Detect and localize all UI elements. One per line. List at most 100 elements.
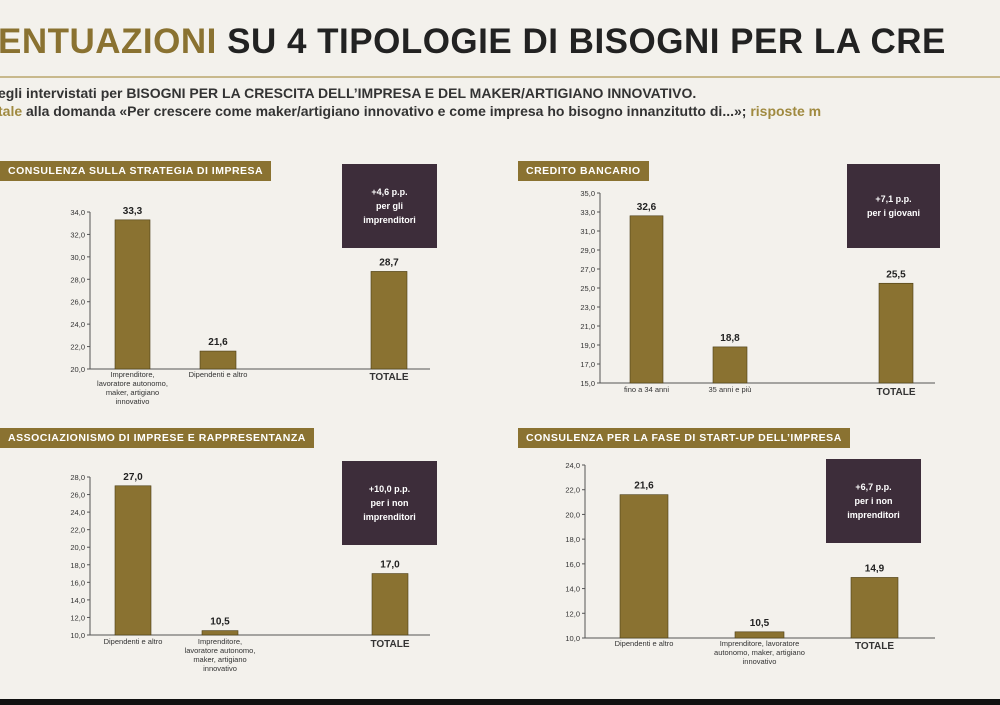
- y-tick-label: 20,0: [565, 510, 580, 519]
- y-tick-label: 28,0: [70, 473, 85, 482]
- category-label: Imprenditore,: [110, 370, 154, 379]
- category-label: innovativo: [743, 657, 777, 666]
- bar: [629, 215, 664, 384]
- y-tick-label: 26,0: [70, 298, 85, 307]
- category-label: Dipendenti e altro: [615, 639, 674, 648]
- y-tick-label: 19,0: [580, 341, 595, 350]
- y-tick-label: 15,0: [580, 379, 595, 388]
- y-tick-label: 22,0: [70, 526, 85, 535]
- panel-title-startup: CONSULENZA PER LA FASE DI START-UP DELL’…: [518, 428, 850, 448]
- category-label: 35 anni e più: [709, 385, 752, 394]
- bar: [850, 577, 899, 639]
- subtitle-highlight: tale: [0, 103, 23, 119]
- data-label: 10,5: [210, 617, 230, 628]
- category-label: maker, artigiano: [193, 655, 246, 664]
- y-tick-label: 34,0: [70, 208, 85, 217]
- subtitle-line-2: tale alla domanda «Per crescere come mak…: [0, 103, 821, 119]
- y-tick-label: 17,0: [580, 360, 595, 369]
- y-tick-label: 21,0: [580, 322, 595, 331]
- y-tick-label: 24,0: [70, 320, 85, 329]
- data-label: 21,6: [634, 481, 654, 492]
- data-label: 32,6: [637, 202, 657, 213]
- y-tick-label: 22,0: [70, 343, 85, 352]
- data-label: 10,5: [750, 618, 770, 629]
- data-label: 33,3: [123, 206, 143, 217]
- page-title-main: SU 4 TIPOLOGIE DI BISOGNI PER LA CRE: [216, 22, 946, 61]
- y-tick-label: 23,0: [580, 303, 595, 312]
- y-tick-label: 27,0: [580, 265, 595, 274]
- category-label: innovativo: [116, 397, 150, 406]
- category-label: Dipendenti e altro: [189, 370, 248, 379]
- badge-line: per i non: [854, 496, 893, 506]
- y-tick-label: 16,0: [70, 578, 85, 587]
- bar: [371, 573, 409, 636]
- badge-line: imprenditori: [363, 512, 416, 522]
- y-tick-label: 28,0: [70, 275, 85, 284]
- category-label: TOTALE: [876, 387, 915, 398]
- delta-badge-associazionismo: +10,0 p.p. per i non imprenditori: [342, 461, 437, 545]
- category-label: lavoratore autonomo,: [97, 379, 168, 388]
- delta-badge-strategia: +4,6 p.p. per gli imprenditori: [342, 164, 437, 248]
- badge-line: per i giovani: [866, 208, 920, 218]
- data-label: 27,0: [123, 472, 143, 483]
- category-label: TOTALE: [370, 639, 409, 650]
- y-tick-label: 24,0: [70, 508, 85, 517]
- category-label: Dipendenti e altro: [104, 637, 163, 646]
- data-label: 17,0: [380, 560, 400, 571]
- category-label: innovativo: [203, 664, 237, 673]
- category-label: Imprenditore, lavoratore: [720, 639, 800, 648]
- y-tick-label: 35,0: [580, 189, 595, 198]
- y-tick-label: 10,0: [565, 634, 580, 643]
- y-tick-label: 25,0: [580, 284, 595, 293]
- bar: [199, 350, 237, 370]
- panel-title-associazionismo: ASSOCIAZIONISMO DI IMPRESE E RAPPRESENTA…: [0, 428, 314, 448]
- category-label: fino a 34 anni: [624, 385, 669, 394]
- data-label: 18,8: [720, 333, 740, 344]
- panel-title-credito: CREDITO BANCARIO: [518, 161, 649, 181]
- data-label: 14,9: [865, 563, 885, 574]
- y-tick-label: 10,0: [70, 631, 85, 640]
- y-tick-label: 29,0: [580, 246, 595, 255]
- y-tick-label: 26,0: [70, 491, 85, 500]
- badge-line: +7,1 p.p.: [875, 194, 912, 204]
- y-tick-label: 12,0: [70, 613, 85, 622]
- bar: [619, 494, 669, 639]
- bar: [712, 346, 748, 384]
- delta-badge-credito: +7,1 p.p. per i giovani: [847, 164, 940, 248]
- y-tick-label: 14,0: [565, 585, 580, 594]
- subtitle-question: alla domanda «Per crescere come maker/ar…: [22, 103, 751, 119]
- bar: [114, 219, 151, 370]
- category-label: TOTALE: [369, 372, 408, 383]
- badge-line: +6,7 p.p.: [855, 482, 892, 492]
- y-tick-label: 22,0: [565, 486, 580, 495]
- badge-line: +10,0 p.p.: [368, 484, 411, 494]
- bar: [734, 631, 785, 639]
- y-tick-label: 12,0: [565, 609, 580, 618]
- badge-line: imprenditori: [847, 510, 900, 520]
- y-tick-label: 31,0: [580, 227, 595, 236]
- badge-line: per gli: [375, 201, 403, 211]
- y-tick-label: 20,0: [70, 365, 85, 374]
- y-tick-label: 14,0: [70, 596, 85, 605]
- panel-title-strategia: CONSULENZA SULLA STRATEGIA DI IMPRESA: [0, 161, 272, 181]
- y-tick-label: 33,0: [580, 208, 595, 217]
- data-label: 25,5: [886, 269, 906, 280]
- category-label: autonomo, maker, artigiano: [714, 648, 805, 657]
- badge-line: imprenditori: [363, 215, 416, 225]
- title-divider: [0, 76, 1000, 78]
- badge-line: per i non: [370, 498, 409, 508]
- y-tick-label: 20,0: [70, 543, 85, 552]
- bar: [878, 282, 914, 384]
- data-label: 28,7: [379, 257, 399, 268]
- category-label: lavoratore autonomo,: [185, 646, 256, 655]
- category-label: TOTALE: [855, 641, 894, 652]
- category-label: Imprenditore,: [198, 637, 242, 646]
- y-tick-label: 24,0: [565, 461, 580, 470]
- subtitle-tail: risposte m: [750, 103, 822, 119]
- delta-badge-startup: +6,7 p.p. per i non imprenditori: [826, 459, 921, 543]
- page-title-accent: ENTUAZIONI: [0, 22, 217, 61]
- page-title: ENTUAZIONI SU 4 TIPOLOGIE DI BISOGNI PER…: [0, 22, 946, 62]
- bottom-bar: [0, 699, 1000, 705]
- bar: [201, 630, 239, 636]
